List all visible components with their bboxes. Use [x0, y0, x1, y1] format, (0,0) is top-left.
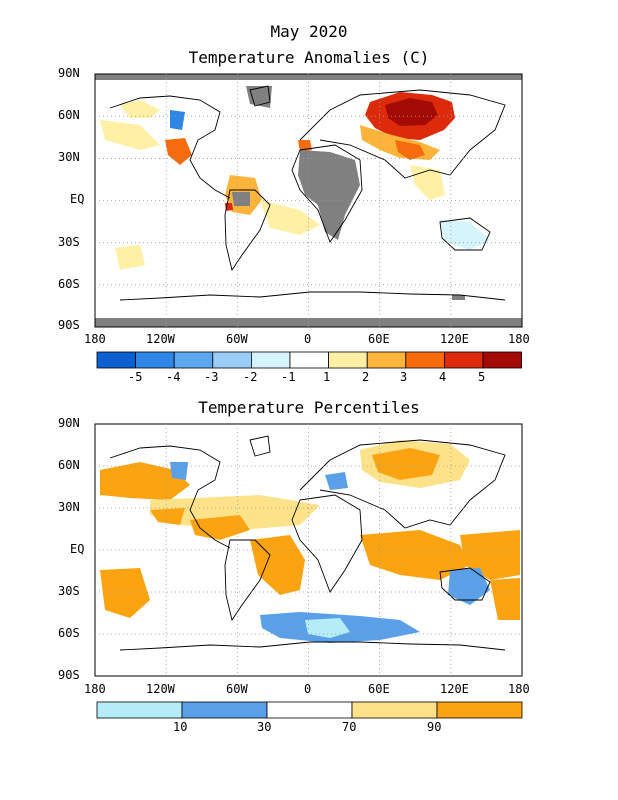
lat-label: 60N: [58, 458, 80, 472]
lat-label: 30N: [58, 500, 80, 514]
pct-patch-australia: [448, 568, 490, 605]
missing-patch-antarctica: [452, 295, 465, 300]
missing-patch-south-america: [232, 192, 250, 206]
anomaly-patch-south-asia: [410, 165, 445, 200]
colorbar-label: 2: [362, 370, 370, 384]
colorbar-swatch: [212, 351, 252, 369]
colorbar-label: 3: [400, 370, 408, 384]
pct-patch-canada: [170, 462, 188, 480]
colorbar-swatch: [250, 351, 291, 369]
lat-label: 60S: [58, 277, 80, 291]
anomaly-colorbar: [96, 351, 522, 369]
lat-label: 60N: [58, 108, 80, 122]
pct-patch-east-pacific: [490, 578, 520, 620]
lon-label: 120W: [146, 332, 175, 346]
pct-patch-north-pacific: [100, 462, 190, 500]
colorbar-swatch: [351, 701, 438, 719]
pct-patch-us: [150, 508, 185, 525]
lon-label: 180: [84, 682, 106, 696]
colorbar-label: 4: [439, 370, 447, 384]
lat-label: 90S: [58, 668, 80, 682]
lat-label: 90S: [58, 318, 80, 332]
lon-label: 180: [508, 332, 530, 346]
missing-band-north: [95, 74, 522, 80]
lat-label: 30N: [58, 150, 80, 164]
pct-patch-west-pacific: [460, 530, 520, 580]
percentile-map: [94, 423, 523, 677]
lat-label: EQ: [70, 542, 85, 556]
colorbar-swatch: [96, 701, 183, 719]
colorbar-label: -5: [128, 370, 143, 384]
anomaly-patch-alaska: [120, 100, 160, 118]
coastlines: [109, 85, 506, 301]
colorbar-swatch: [482, 351, 522, 369]
colorbar-swatch: [135, 351, 175, 369]
lon-label: 120E: [440, 682, 469, 696]
lon-label: 120W: [146, 682, 175, 696]
colorbar-swatch: [289, 351, 329, 369]
colorbar-swatch: [328, 351, 368, 369]
colorbar-label: 5: [478, 370, 486, 384]
colorbar-label: 70: [342, 720, 357, 734]
missing-patch-africa: [298, 150, 360, 240]
colorbar-swatch: [173, 351, 214, 369]
missing-patch-greenland: [246, 86, 272, 108]
coastlines-2: [109, 435, 506, 651]
colorbar-swatch: [436, 701, 523, 719]
lat-label: 90N: [58, 416, 80, 430]
figure-title: May 2020: [270, 22, 348, 41]
lat-label: 90N: [58, 66, 80, 80]
colorbar-swatch: [366, 351, 407, 369]
colorbar-label: 30: [257, 720, 272, 734]
lat-label: 30S: [58, 235, 80, 249]
colorbar-swatch: [96, 351, 136, 369]
lon-label: 60W: [226, 682, 248, 696]
pct-patch-south-pacific: [100, 568, 150, 618]
lon-label: 180: [508, 682, 530, 696]
lon-label: 60E: [368, 332, 390, 346]
panel2-title: Temperature Percentiles: [198, 398, 420, 417]
colorbar-label: -2: [243, 370, 258, 384]
anomaly-patch-south-pacific: [115, 245, 145, 270]
colorbar-label: 10: [173, 720, 188, 734]
lat-label: 30S: [58, 584, 80, 598]
pct-patch-indian-ocean: [360, 530, 470, 580]
pct-patch-siberia-core: [372, 448, 440, 480]
anomaly-patch-australia: [440, 220, 490, 250]
lon-label: 0: [304, 682, 312, 696]
gridlines: [95, 74, 522, 327]
colorbar-label: -4: [166, 370, 181, 384]
lon-label: 60W: [226, 332, 248, 346]
colorbar-swatch: [443, 351, 484, 369]
lon-label: 180: [84, 332, 106, 346]
colorbar-label: 1: [323, 370, 331, 384]
anomaly-patch-asia-orange: [395, 140, 425, 160]
colorbar-label: -3: [204, 370, 219, 384]
colorbar-swatch: [405, 351, 445, 369]
pct-patch-mid-atlantic: [190, 515, 250, 540]
lon-label: 120E: [440, 332, 469, 346]
pct-patch-scandinavia: [325, 472, 348, 490]
anomaly-patch-us-sw: [165, 138, 192, 165]
lon-label: 60E: [368, 682, 390, 696]
pct-patch-southern-ocean-light: [305, 618, 350, 638]
anomaly-patch-north-pacific: [100, 120, 160, 150]
anomaly-patch-canada-cold: [170, 110, 185, 130]
percentile-colorbar: [96, 701, 523, 719]
lon-label: 0: [304, 332, 312, 346]
anomaly-patch-siberia-core: [385, 98, 438, 126]
pct-patch-south-atlantic: [250, 535, 305, 595]
panel1-title: Temperature Anomalies (C): [188, 48, 430, 67]
colorbar-label: -1: [281, 370, 296, 384]
lat-label: 60S: [58, 626, 80, 640]
colorbar-label: 90: [427, 720, 442, 734]
anomaly-patch-atlantic: [260, 200, 320, 235]
colorbar-swatch: [266, 701, 353, 719]
percentile-field: [100, 435, 520, 651]
colorbar-swatch: [181, 701, 268, 719]
anomaly-map: [94, 73, 523, 328]
lat-label: EQ: [70, 192, 85, 206]
